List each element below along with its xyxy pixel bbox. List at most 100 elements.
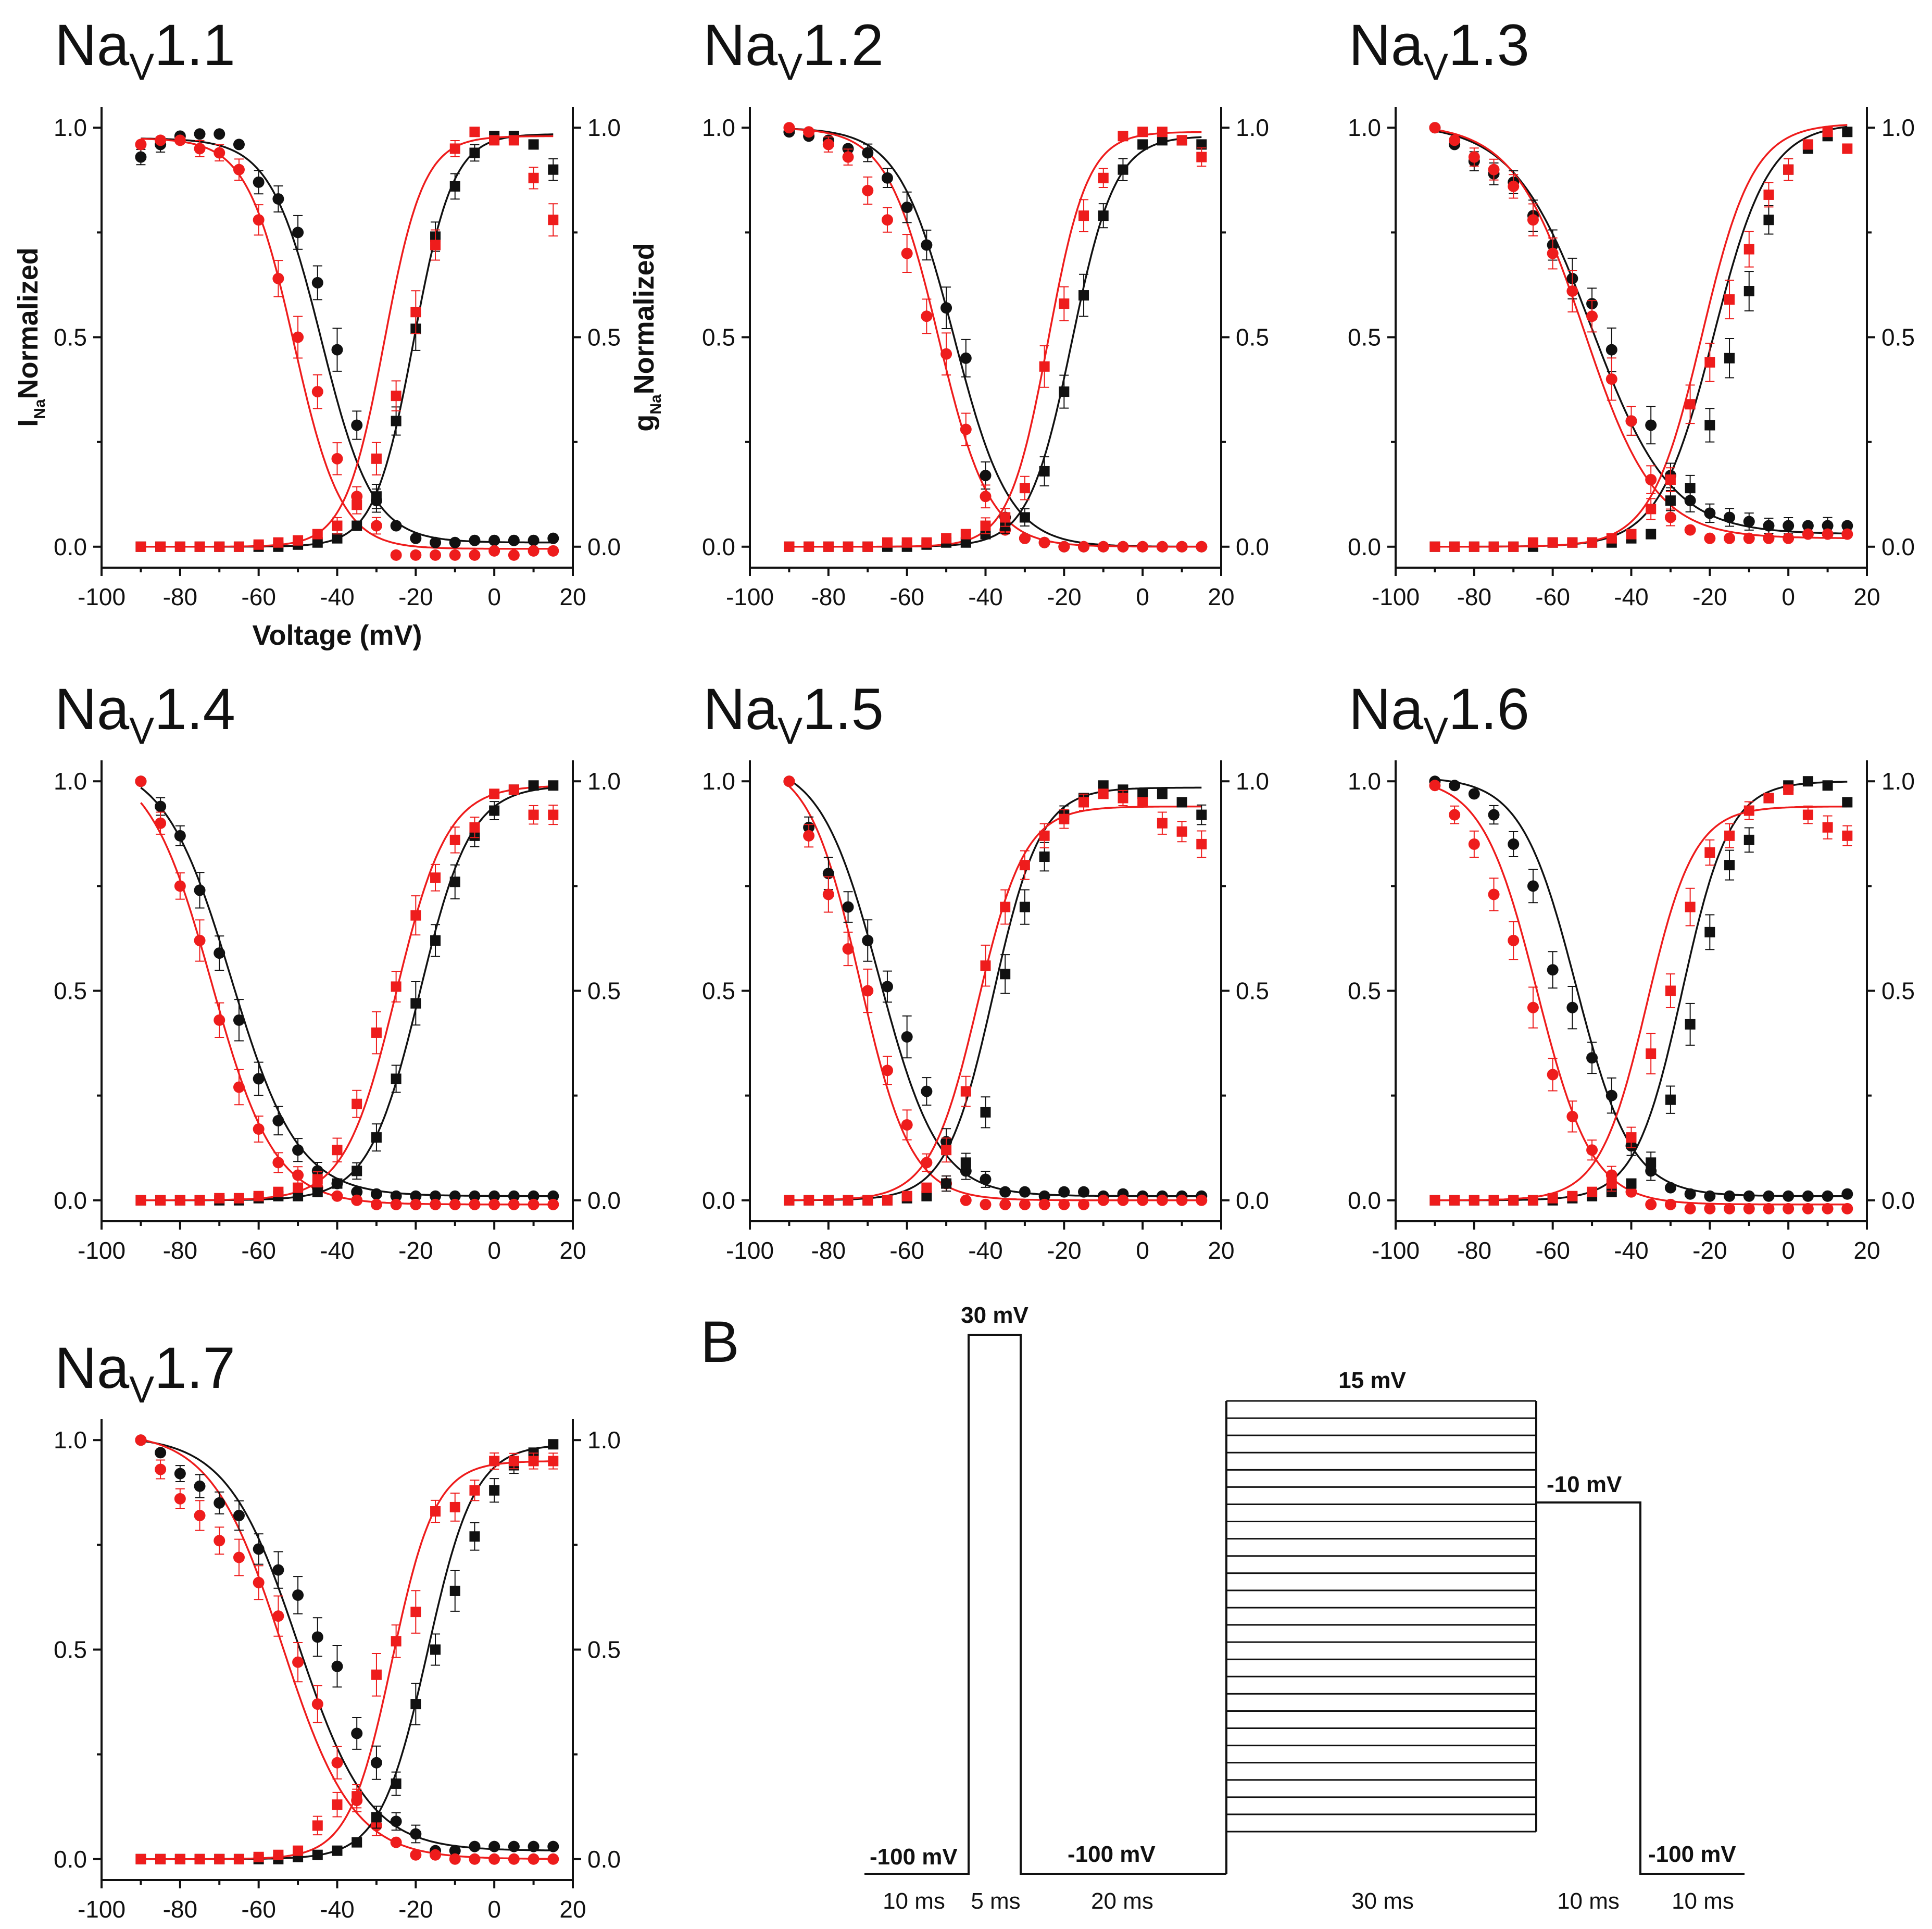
data-point-square: [1743, 286, 1754, 296]
data-point-circle: [803, 830, 815, 842]
data-point-square: [410, 307, 421, 318]
data-point-square: [823, 541, 834, 552]
data-point-circle: [1743, 1190, 1755, 1202]
data-point-circle: [1783, 1203, 1795, 1214]
fit-curve: [788, 785, 1202, 1201]
x-tick-label: -40: [320, 1896, 354, 1923]
data-point-circle: [390, 549, 402, 561]
data-point-square: [960, 529, 971, 540]
data-point-circle: [449, 536, 461, 548]
data-point-circle: [1645, 474, 1657, 486]
data-point-circle: [1783, 532, 1795, 544]
data-point-circle: [1058, 1198, 1070, 1210]
data-point-circle: [1841, 1203, 1853, 1214]
data-point-circle: [1763, 1203, 1775, 1214]
data-point-circle: [449, 1190, 461, 1202]
data-point-square: [253, 539, 264, 550]
data-point-square: [1724, 830, 1735, 841]
x-tick-label: 0: [1782, 1237, 1795, 1264]
data-point-circle: [469, 534, 481, 546]
x-tick-label: -60: [241, 1896, 275, 1923]
label-gap: -100 mV: [1068, 1842, 1156, 1867]
data-point-circle: [430, 1190, 442, 1202]
data-point-square: [901, 1191, 912, 1201]
y-tick-label-left: 1.0: [54, 1426, 87, 1454]
x-tick-label: -100: [726, 583, 774, 610]
data-point-square: [449, 181, 460, 192]
data-point-square: [273, 1186, 284, 1197]
data-point-circle: [1196, 1194, 1208, 1206]
y-tick-label-right: 1.0: [1881, 768, 1915, 795]
chart-title-suffix: 1.6: [1448, 677, 1529, 742]
data-point-circle: [822, 139, 834, 151]
data-point-square: [1626, 529, 1637, 540]
data-point-square: [312, 537, 323, 548]
x-tick-label: -100: [1372, 1237, 1420, 1264]
x-tick-label: -20: [398, 1896, 433, 1923]
data-point-circle: [233, 164, 245, 176]
data-point-square: [352, 1791, 362, 1802]
duration-label: 20 ms: [1091, 1888, 1153, 1914]
data-point-square: [469, 1485, 480, 1496]
data-point-circle: [1078, 1198, 1090, 1210]
data-point-circle: [999, 1186, 1011, 1198]
chart-title-sub: V: [129, 1369, 154, 1411]
label-step: -10 mV: [1547, 1472, 1622, 1497]
data-point-square: [1704, 847, 1715, 858]
fit-curve: [141, 786, 554, 1201]
data-point-square: [371, 453, 382, 464]
y-tick-label-right: 0.0: [587, 1187, 621, 1214]
data-point-square: [233, 1193, 244, 1204]
data-point-square: [1587, 537, 1598, 548]
data-point-circle: [1625, 415, 1637, 427]
data-point-square: [352, 1098, 362, 1109]
data-point-square: [901, 537, 912, 548]
data-point-circle: [862, 985, 874, 997]
data-point-circle: [1743, 516, 1755, 528]
data-point-circle: [901, 202, 913, 214]
fit-curve: [1435, 781, 1848, 1201]
data-point-square: [293, 1845, 304, 1856]
data-point-square: [960, 1086, 971, 1097]
data-point-square: [1802, 809, 1813, 820]
data-point-circle: [311, 277, 323, 289]
chart-title-suffix: 1.5: [802, 677, 884, 742]
data-point-circle: [449, 1845, 461, 1857]
data-point-square: [410, 1699, 421, 1710]
chart-6: NaV1.6-100 -80 -60 -40 -20 0 200.0 0.00.5 0.51.0…: [1348, 677, 1915, 1264]
data-point-square: [1665, 495, 1676, 506]
data-point-circle: [174, 134, 186, 146]
chart-title-main: Na: [55, 677, 130, 742]
data-point-square: [1429, 1195, 1440, 1206]
chart-title-suffix: 1.1: [154, 12, 235, 78]
data-point-circle: [1019, 532, 1031, 544]
y-tick-label-right: 0.5: [587, 978, 621, 1005]
data-point-circle: [1058, 541, 1070, 553]
data-point-square: [1078, 797, 1089, 808]
data-point-square: [1724, 860, 1735, 871]
data-point-square: [489, 805, 500, 816]
data-point-circle: [1724, 532, 1736, 544]
data-point-circle: [135, 139, 147, 151]
data-point-circle: [980, 491, 992, 503]
data-point-square: [1567, 1191, 1578, 1201]
data-point-square: [1704, 926, 1715, 937]
chart-title-sub: V: [1423, 710, 1448, 752]
data-point-circle: [214, 1535, 225, 1547]
data-point-square: [980, 520, 991, 531]
data-point-square: [1842, 127, 1853, 137]
data-point-circle: [508, 1198, 520, 1210]
data-point-square: [410, 998, 421, 1009]
data-point-square: [804, 1195, 814, 1206]
data-point-square: [489, 1485, 500, 1496]
chart-title-suffix: 1.3: [1448, 12, 1529, 78]
data-point-square: [312, 529, 323, 540]
y-tick-label-right: 1.0: [1236, 768, 1269, 795]
y-tick-label-right: 1.0: [1236, 114, 1269, 141]
fit-curve: [789, 136, 1202, 548]
y-tick-label-left: 0.5: [1348, 324, 1381, 351]
data-point-circle: [174, 880, 186, 892]
data-point-circle: [1586, 310, 1598, 322]
data-point-square: [823, 1195, 834, 1206]
